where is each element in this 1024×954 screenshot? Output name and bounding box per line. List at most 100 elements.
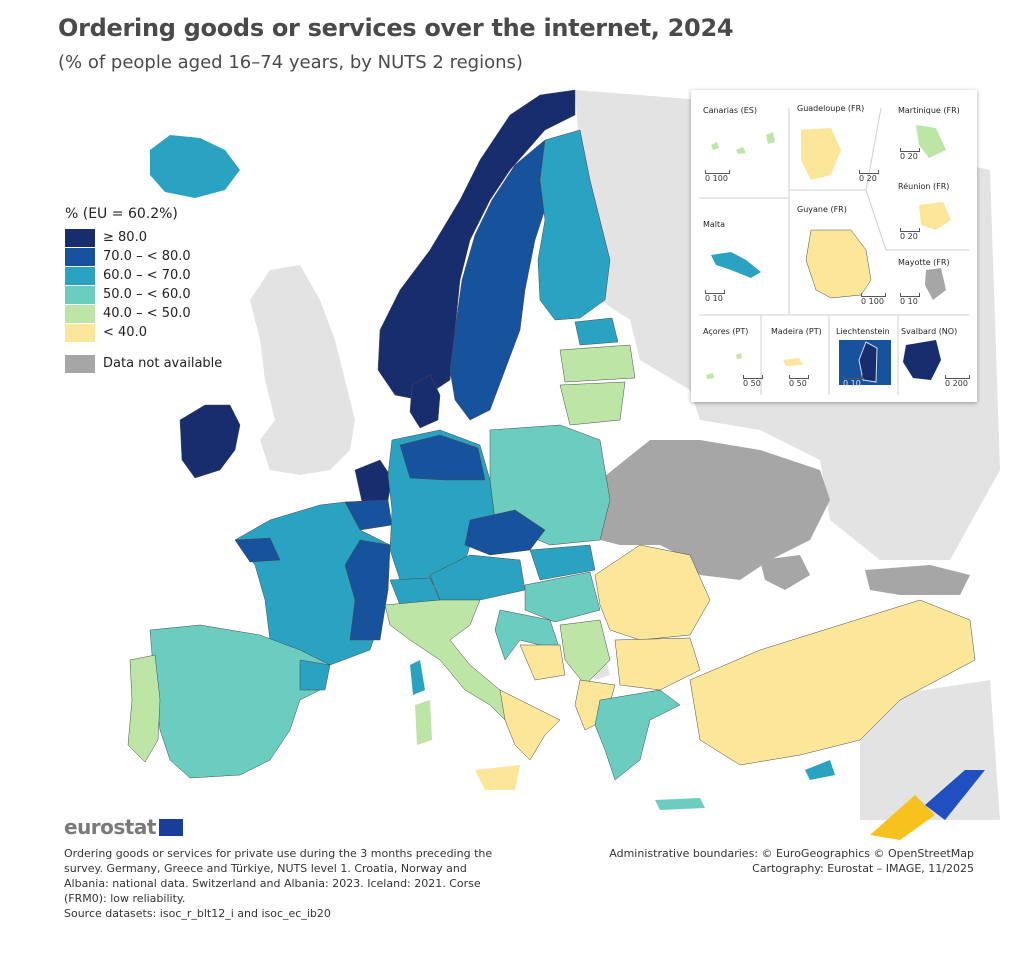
region-sicily: [475, 765, 520, 790]
legend-item: < 40.0: [65, 323, 222, 342]
inset-label-martinique: Martinique (FR): [898, 106, 960, 115]
map-title: Ordering goods or services over the inte…: [58, 14, 734, 42]
legend-label: 70.0 – < 80.0: [103, 249, 191, 264]
region-bulgaria: [614, 637, 701, 691]
svalbard-islands: [903, 340, 941, 380]
legend-item: 40.0 – < 50.0: [65, 304, 222, 323]
notes-text: Ordering goods or services for private u…: [64, 847, 493, 905]
region-estonia: [574, 317, 619, 346]
scale-bar-svalbard: 0 200: [945, 375, 970, 388]
region-crimea: [760, 555, 810, 590]
legend-item: 50.0 – < 60.0: [65, 285, 222, 304]
scale-bar-guadeloupe: 0 20: [859, 170, 879, 183]
region-catalonia: [299, 659, 331, 691]
region-ireland: [179, 404, 241, 479]
guadeloupe-island: [801, 128, 841, 180]
inset-label-madeira: Madeira (PT): [771, 327, 822, 336]
madeira-island: [783, 358, 803, 366]
legend-item: 70.0 – < 80.0: [65, 247, 222, 266]
region-croatia: [494, 609, 561, 661]
inset-label-acores: Açores (PT): [703, 327, 749, 336]
region-spain: [149, 624, 331, 779]
region-lithuania: [559, 381, 626, 426]
scale-bar-madeira: 0 50: [789, 375, 809, 388]
cartography-credit: Cartography: Eurostat – IMAGE, 11/2025: [752, 862, 974, 875]
reunion-island: [919, 202, 951, 230]
legend-item: ≥ 80.0: [65, 228, 222, 247]
scale-bar-mayotte: 0 10: [900, 293, 920, 306]
region-italy-south: [499, 689, 561, 761]
legend-label: 50.0 – < 60.0: [103, 287, 191, 302]
region-crete: [655, 798, 705, 810]
inset-label-reunion: Réunion (FR): [898, 182, 950, 191]
legend-title: % (EU = 60.2%): [65, 206, 178, 222]
region-netherlands: [354, 459, 393, 503]
eu-flag-icon: [158, 818, 183, 836]
eurostat-logo: eurostat: [64, 815, 183, 839]
scale-bar-liechtenstein: 0 10: [843, 375, 863, 388]
guyane-region: [805, 229, 872, 299]
region-cyprus: [805, 760, 835, 780]
region-portugal: [127, 654, 161, 763]
region-caucasus: [865, 565, 970, 595]
scale-bar-acores: 0 50: [743, 375, 763, 388]
inset-label-guadeloupe: Guadeloupe (FR): [797, 104, 865, 113]
logo-text: eurostat: [64, 815, 156, 839]
legend-label: 60.0 – < 70.0: [103, 268, 191, 283]
acores-islands: [706, 353, 742, 379]
region-romania: [594, 544, 711, 641]
scale-bar-martinique: 0 20: [900, 148, 920, 161]
inset-label-svalbard: Svalbard (NO): [901, 327, 958, 336]
source-text: Source datasets: isoc_r_blt12_i and isoc…: [64, 907, 331, 920]
inset-shapes: [699, 107, 969, 395]
legend-item-na: Data not available: [65, 354, 222, 373]
eurostat-corner-mark: [870, 770, 985, 840]
region-bosnia: [519, 644, 566, 681]
region-greece: [594, 689, 681, 781]
region-corse: [410, 660, 425, 695]
region-denmark: [409, 374, 441, 429]
region-slovakia: [529, 544, 596, 581]
region-uk: [250, 265, 355, 475]
region-france-east: [344, 539, 391, 641]
region-latvia: [559, 344, 636, 383]
inset-label-malta: Malta: [703, 220, 726, 229]
scale-bar-canarias: 0 100: [705, 170, 730, 183]
legend-swatch: [65, 323, 95, 342]
region-sardinia: [415, 700, 432, 745]
legend-item: 60.0 – < 70.0: [65, 266, 222, 285]
region-serbia: [559, 619, 611, 686]
scale-bar-reunion: 0 20: [900, 228, 920, 241]
legend-swatch: [65, 285, 95, 304]
legend-swatch: [65, 247, 95, 266]
inset-label-liechtenstein: Liechtenstein: [836, 327, 890, 336]
region-ukraine: [595, 440, 830, 580]
region-finland: [537, 129, 611, 321]
inset-label-mayotte: Mayotte (FR): [898, 258, 950, 267]
legend-swatch: [65, 228, 95, 247]
mayotte-island: [925, 268, 946, 300]
legend-swatch: [65, 354, 95, 373]
legend-label: < 40.0: [103, 325, 147, 340]
malta-island: [711, 252, 761, 278]
map-subtitle: (% of people aged 16–74 years, by NUTS 2…: [58, 52, 523, 73]
liechtenstein-region: [858, 341, 878, 383]
inset-label-guyane: Guyane (FR): [797, 205, 847, 214]
region-sweden: [449, 139, 549, 421]
scale-bar-guyane: 0 100: [861, 293, 886, 306]
legend: % (EU = 60.2%) ≥ 80.0 70.0 – < 80.0 60.0…: [65, 206, 222, 373]
footnotes: Ordering goods or services for private u…: [64, 846, 494, 921]
region-germany-north: [399, 434, 486, 481]
legend-swatch: [65, 266, 95, 285]
region-brittany: [234, 537, 281, 563]
inset-panel: Canarias (ES) Guadeloupe (FR) Martinique…: [691, 90, 977, 402]
region-iceland: [150, 135, 240, 198]
martinique-island: [916, 125, 946, 158]
inset-label-canarias: Canarias (ES): [703, 106, 757, 115]
region-hungary: [524, 571, 601, 623]
legend-label: Data not available: [103, 356, 223, 371]
region-turkey: [689, 599, 976, 766]
credits: Administrative boundaries: © EuroGeograp…: [609, 846, 974, 876]
legend-label: ≥ 80.0: [103, 230, 147, 245]
boundaries-credit: Administrative boundaries: © EuroGeograp…: [609, 847, 974, 860]
